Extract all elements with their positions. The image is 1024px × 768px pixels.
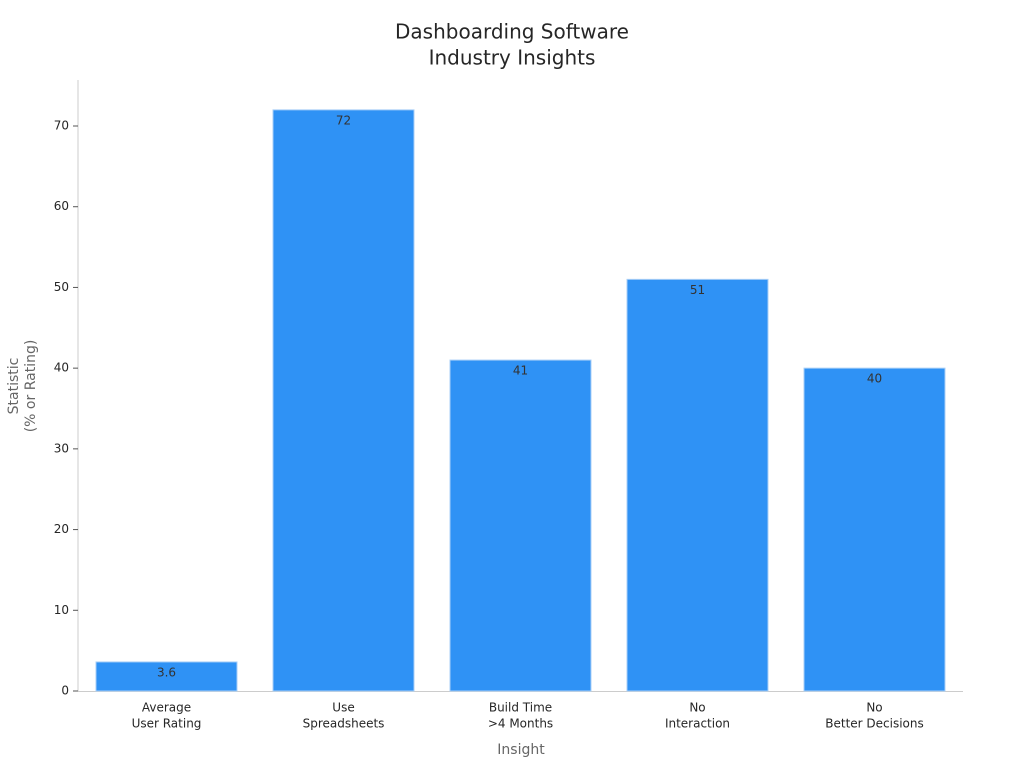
y-axis-label: (% or Rating)	[23, 340, 39, 433]
x-tick-label: Use	[332, 701, 354, 715]
x-tick-label: Interaction	[665, 717, 730, 731]
y-tick-label: 60	[54, 199, 69, 213]
value-label: 3.6	[157, 665, 176, 679]
value-label: 72	[336, 113, 351, 127]
x-tick-label: No	[866, 701, 882, 715]
y-tick-label: 50	[54, 280, 69, 294]
y-tick-label: 10	[54, 603, 69, 617]
value-label: 41	[513, 364, 528, 378]
x-tick-label: Spreadsheets	[303, 717, 385, 731]
y-axis-label-group: Statistic (% or Rating)	[6, 340, 39, 433]
bar	[449, 359, 592, 692]
x-axis-label: Insight	[497, 742, 545, 758]
y-tick-label: 20	[54, 522, 69, 536]
y-tick-label: 40	[54, 361, 69, 375]
x-tick-label: >4 Months	[488, 717, 553, 731]
x-tick-label: No	[689, 701, 705, 715]
y-tick-label: 70	[54, 119, 69, 133]
bar	[803, 367, 946, 692]
y-axis-label: Statistic	[6, 358, 22, 415]
bar	[95, 661, 238, 692]
x-tick-label: Average	[142, 701, 191, 715]
x-tick-label: Better Decisions	[825, 717, 924, 731]
value-label: 51	[690, 283, 705, 297]
bar	[272, 109, 415, 692]
chart-title: Dashboarding Software	[395, 20, 629, 44]
x-tick-label: Build Time	[489, 701, 552, 715]
y-tick-label: 30	[54, 441, 69, 455]
bar	[626, 278, 769, 692]
x-tick-label: User Rating	[132, 717, 202, 731]
value-label: 40	[867, 372, 882, 386]
chart-title: Industry Insights	[429, 46, 596, 70]
y-tick-label: 0	[61, 684, 69, 698]
